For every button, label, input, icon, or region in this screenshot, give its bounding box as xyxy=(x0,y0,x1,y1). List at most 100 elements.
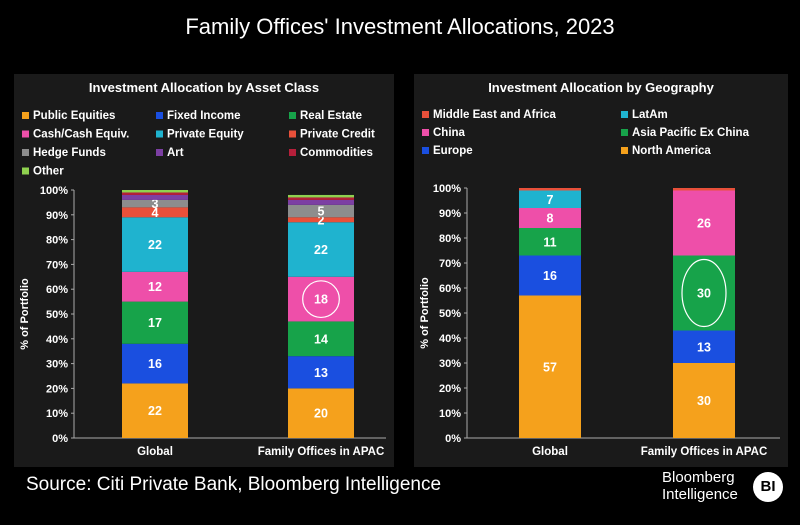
legend-label-real-estate: Real Estate xyxy=(300,110,362,122)
bar-segment-china-global xyxy=(519,208,581,228)
bar-segment-europe-global xyxy=(519,255,581,296)
y-tick-label: 80% xyxy=(439,233,461,245)
legend-label-china: China xyxy=(433,127,466,139)
highlight-circle xyxy=(681,258,727,328)
legend-swatch-china xyxy=(422,129,429,136)
data-label-china-family-offices-in-apac: 26 xyxy=(697,217,711,231)
bar-segment-china-family-offices-in-apac xyxy=(673,190,735,256)
y-tick-label: 50% xyxy=(46,309,68,321)
bar-segment-other-global xyxy=(122,190,188,193)
main-title: Family Offices' Investment Allocations, … xyxy=(185,14,615,39)
source-note: Source: Citi Private Bank, Bloomberg Int… xyxy=(26,474,442,495)
bar-segment-hedge-funds-global xyxy=(122,199,188,208)
bar-segment-asia-pacific-ex-china-global xyxy=(519,228,581,256)
legend-swatch-europe xyxy=(422,147,429,154)
y-tick-label: 100% xyxy=(433,183,461,195)
y-tick-label: 10% xyxy=(46,408,68,420)
geography-chart-panel: Investment Allocation by Geography Middle… xyxy=(414,74,788,467)
bar-segment-cash-cash-equiv-global xyxy=(122,271,188,302)
bar-segment-north-america-global xyxy=(519,295,581,438)
legend-label-europe: Europe xyxy=(433,145,473,157)
bar-segment-fixed-income-family-offices-in-apac xyxy=(288,356,354,389)
highlight-circle xyxy=(302,280,340,319)
legend-label-commodities: Commodities xyxy=(300,147,373,159)
data-label-europe-family-offices-in-apac: 13 xyxy=(697,340,711,354)
bar-segment-middle-east-and-africa-family-offices-in-apac xyxy=(673,188,735,191)
data-label-hedge-funds-family-offices-in-apac: 5 xyxy=(318,205,325,219)
x-tick-label-global: Global xyxy=(137,446,173,458)
data-label-asia-pacific-ex-china-family-offices-in-apac: 30 xyxy=(697,287,711,301)
brand-wordmark: Bloomberg Intelligence xyxy=(662,469,738,503)
data-label-real-estate-global: 17 xyxy=(148,316,162,330)
chart-title: Investment Allocation by Asset Class xyxy=(89,80,319,95)
data-label-north-america-family-offices-in-apac: 30 xyxy=(697,394,711,408)
data-label-private-equity-global: 22 xyxy=(148,238,162,252)
bar-segment-other-family-offices-in-apac xyxy=(288,194,354,198)
legend-swatch-public-equities xyxy=(22,112,29,119)
legend-swatch-hedge-funds xyxy=(22,149,29,156)
legend-swatch-real-estate xyxy=(289,112,296,119)
data-label-private-equity-family-offices-in-apac: 22 xyxy=(314,243,328,257)
y-tick-label: 80% xyxy=(46,235,68,247)
bar-segment-north-america-family-offices-in-apac xyxy=(673,363,735,438)
y-axis-label: % of Portfolio xyxy=(19,278,31,350)
bar-segment-europe-family-offices-in-apac xyxy=(673,330,735,363)
data-label-public-equities-global: 22 xyxy=(148,404,162,418)
legend-swatch-fixed-income xyxy=(156,112,163,119)
y-tick-label: 70% xyxy=(439,258,461,270)
bar-segment-middle-east-and-africa-global xyxy=(519,188,581,191)
bar-segment-private-credit-family-offices-in-apac xyxy=(288,217,354,223)
legend-label-fixed-income: Fixed Income xyxy=(167,110,241,122)
y-tick-label: 60% xyxy=(439,283,461,295)
bar-segment-hedge-funds-family-offices-in-apac xyxy=(288,204,354,218)
bar-segment-private-equity-family-offices-in-apac xyxy=(288,222,354,277)
bar-segment-public-equities-global xyxy=(122,383,188,438)
data-label-hedge-funds-global: 3 xyxy=(152,197,159,211)
data-label-cash-cash-equiv-family-offices-in-apac: 18 xyxy=(314,293,328,307)
x-tick-label-family-offices-in-apac: Family Offices in APAC xyxy=(258,446,385,458)
legend-label-north-america: North America xyxy=(632,145,711,157)
asset-class-chart-panel: Investment Allocation by Asset Class Publ… xyxy=(14,74,394,467)
data-label-real-estate-family-offices-in-apac: 14 xyxy=(314,332,328,346)
brand-line-1: Bloomberg xyxy=(662,469,735,486)
bar-segment-fixed-income-global xyxy=(122,343,188,384)
bar-segment-real-estate-family-offices-in-apac xyxy=(288,321,354,357)
data-label-fixed-income-family-offices-in-apac: 13 xyxy=(314,366,328,380)
bar-segment-latam-global xyxy=(519,190,581,208)
y-tick-label: 40% xyxy=(46,334,68,346)
bar-segment-asia-pacific-ex-china-family-offices-in-apac xyxy=(673,255,735,331)
legend-swatch-art xyxy=(156,149,163,156)
bar-segment-commodities-family-offices-in-apac xyxy=(288,197,354,200)
data-label-private-credit-global: 4 xyxy=(152,206,159,220)
legend-label-middle-east-and-africa: Middle East and Africa xyxy=(433,109,557,121)
legend-label-hedge-funds: Hedge Funds xyxy=(33,147,106,159)
bar-segment-real-estate-global xyxy=(122,301,188,344)
y-tick-label: 40% xyxy=(439,333,461,345)
legend-label-private-equity: Private Equity xyxy=(167,129,244,141)
bi-logo-icon: BI xyxy=(753,472,783,502)
data-label-public-equities-family-offices-in-apac: 20 xyxy=(314,407,328,421)
y-tick-label: 0% xyxy=(445,433,461,445)
y-tick-label: 30% xyxy=(46,359,68,371)
y-tick-label: 30% xyxy=(439,358,461,370)
y-tick-label: 0% xyxy=(52,433,68,445)
legend-swatch-north-america xyxy=(621,147,628,154)
bar-segment-private-credit-global xyxy=(122,207,188,218)
y-tick-label: 10% xyxy=(439,408,461,420)
legend-swatch-asia-pacific-ex-china xyxy=(621,129,628,136)
bar-segment-art-family-offices-in-apac xyxy=(288,199,354,205)
y-tick-label: 70% xyxy=(46,259,68,271)
legend-label-cash-cash-equiv: Cash/Cash Equiv. xyxy=(33,129,129,141)
y-tick-label: 20% xyxy=(46,383,68,395)
bar-segment-art-global xyxy=(122,194,188,200)
legend-swatch-other xyxy=(22,167,29,175)
x-tick-label-family-offices-in-apac: Family Offices in APAC xyxy=(641,446,768,458)
bar-segment-private-equity-global xyxy=(122,217,188,272)
legend-label-public-equities: Public Equities xyxy=(33,110,115,122)
data-label-latam-global: 7 xyxy=(547,193,554,207)
legend-label-asia-pacific-ex-china: Asia Pacific Ex China xyxy=(632,127,750,139)
legend-swatch-cash-cash-equiv xyxy=(22,130,29,138)
data-label-china-global: 8 xyxy=(547,212,554,226)
asset-class-chart: Investment Allocation by Asset Class Publ… xyxy=(19,80,386,458)
legend-swatch-middle-east-and-africa xyxy=(422,111,429,118)
